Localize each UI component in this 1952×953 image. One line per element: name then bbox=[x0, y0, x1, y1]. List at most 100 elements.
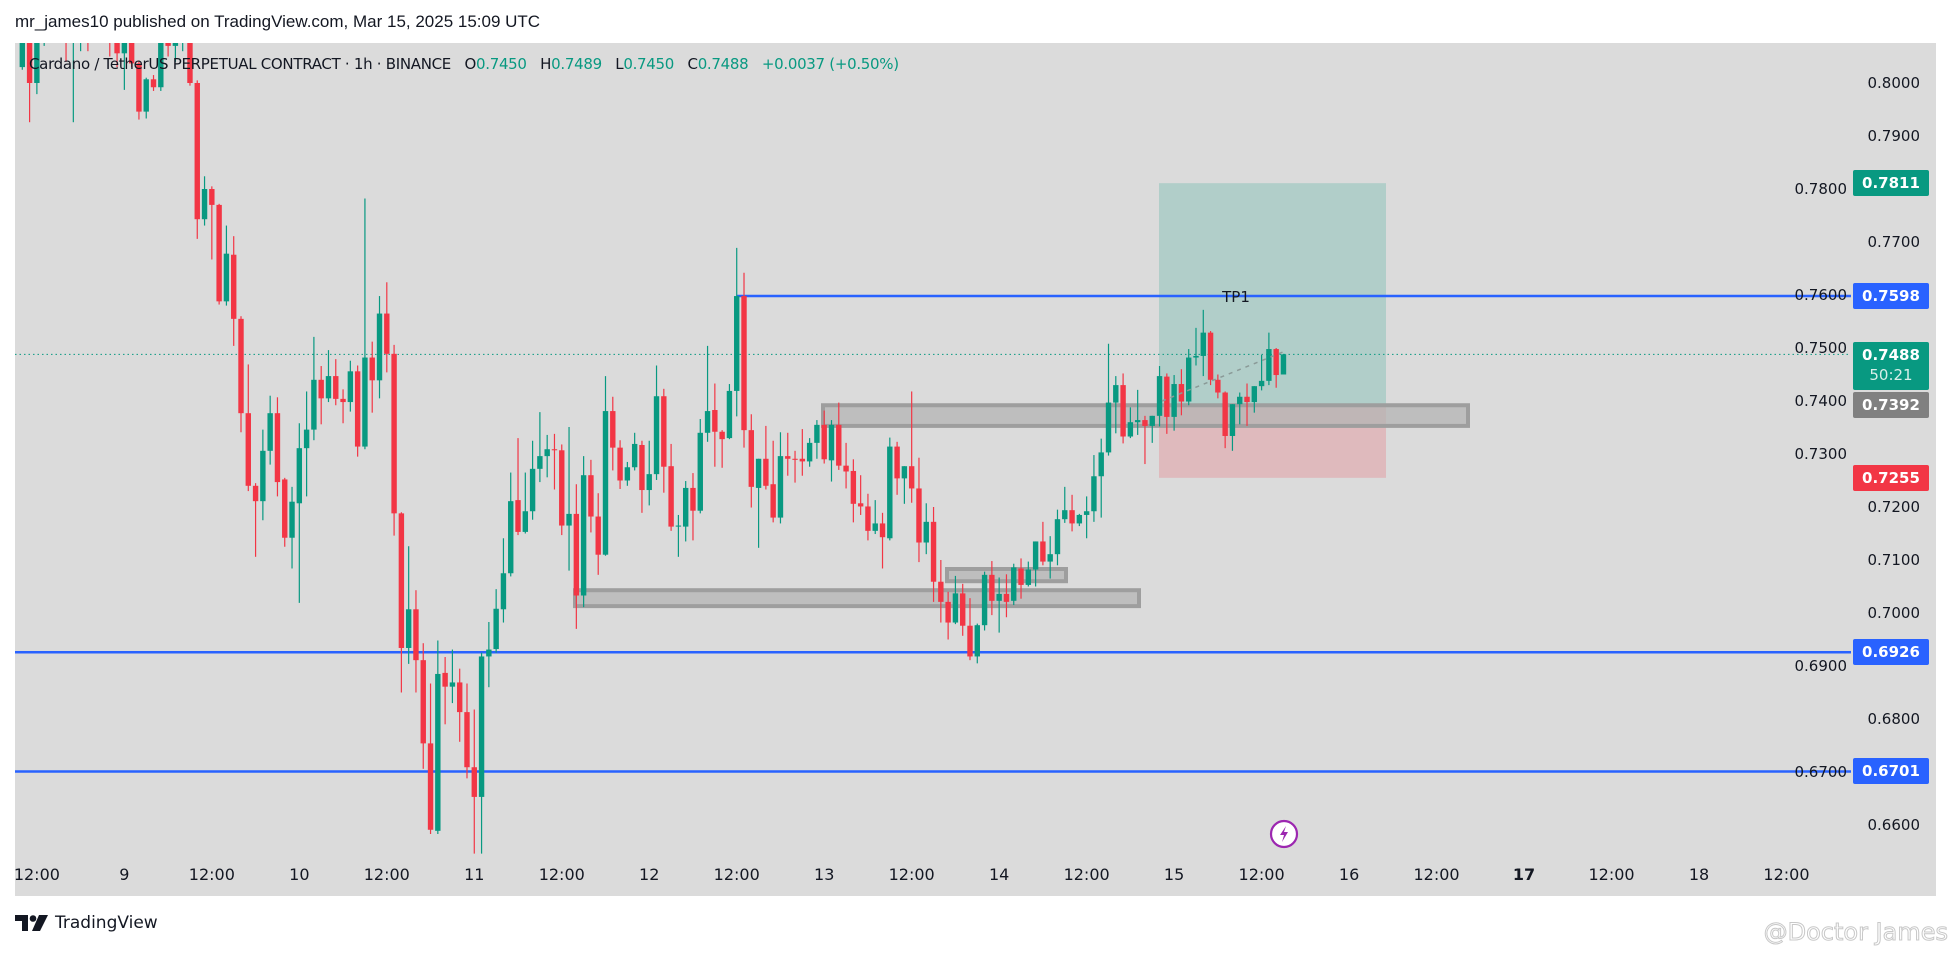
tradingview-logo[interactable]: TradingView bbox=[15, 913, 158, 933]
candle-down bbox=[850, 470, 857, 504]
candle-down bbox=[989, 574, 995, 601]
candle-up bbox=[697, 432, 703, 511]
candle-down bbox=[413, 609, 419, 661]
candle-down bbox=[420, 660, 426, 744]
candle-up bbox=[734, 296, 740, 391]
price-label[interactable]: 0.7811 bbox=[1853, 170, 1929, 197]
candle-down bbox=[748, 430, 754, 487]
candle-up bbox=[974, 625, 980, 657]
candle-up bbox=[1200, 332, 1206, 356]
candle-down bbox=[1069, 510, 1075, 524]
candle-down bbox=[894, 446, 900, 479]
price-tick: 0.7200 bbox=[1867, 498, 1921, 516]
high-value: 0.7489 bbox=[551, 55, 602, 73]
lightning-alert-icon[interactable] bbox=[1269, 819, 1299, 849]
candle-up bbox=[1083, 511, 1090, 515]
price-label[interactable]: 0.6926 bbox=[1853, 639, 1929, 666]
candlestick-plot[interactable] bbox=[15, 43, 1936, 896]
candle-down bbox=[354, 371, 361, 447]
candle-down bbox=[741, 296, 747, 431]
candle-down bbox=[1164, 376, 1170, 417]
candle-down bbox=[150, 79, 157, 88]
candle-down bbox=[1003, 593, 1010, 602]
time-tick: 14 bbox=[988, 865, 1010, 884]
candle-up bbox=[653, 396, 660, 475]
candle-up bbox=[500, 573, 507, 610]
candle-up bbox=[172, 43, 179, 46]
candle-down bbox=[967, 625, 973, 657]
change-value: +0.0037 (+0.50%) bbox=[761, 55, 899, 73]
current-price-label[interactable]: 0.7488 50:21 bbox=[1853, 342, 1929, 391]
candle-up bbox=[1091, 476, 1097, 512]
candle-down bbox=[282, 479, 288, 538]
symbol-name[interactable]: Cardano / TetherUS PERPETUAL CONTRACT · … bbox=[29, 55, 451, 73]
candle-down bbox=[668, 466, 674, 527]
time-tick: 12:00 bbox=[1763, 865, 1810, 884]
price-label[interactable]: 0.7392 bbox=[1853, 392, 1929, 419]
candle-up bbox=[1266, 349, 1272, 381]
candle-up bbox=[478, 656, 485, 797]
tp1-label[interactable]: TP1 bbox=[1222, 288, 1250, 306]
time-tick: 11 bbox=[464, 865, 485, 884]
candle-up bbox=[952, 593, 959, 623]
candle-down bbox=[333, 376, 339, 399]
candle-down bbox=[792, 458, 798, 460]
time-tick: 12:00 bbox=[538, 865, 585, 884]
candle-up bbox=[726, 390, 733, 439]
candle-down bbox=[442, 672, 448, 687]
zone-rectangle bbox=[573, 588, 1141, 609]
candle-down bbox=[639, 444, 645, 491]
candle-up bbox=[121, 43, 128, 54]
candle-up bbox=[1229, 404, 1236, 436]
time-tick: 15 bbox=[1163, 865, 1185, 884]
candle-up bbox=[1134, 420, 1141, 423]
candle-up bbox=[537, 456, 543, 469]
candle-down bbox=[916, 488, 922, 543]
candle-up bbox=[1149, 415, 1155, 426]
candle-up bbox=[143, 79, 149, 112]
high-label: H bbox=[540, 55, 552, 73]
candle-down bbox=[457, 682, 463, 713]
candle-up bbox=[1156, 376, 1163, 416]
candle-down bbox=[763, 458, 769, 486]
candle-up bbox=[1280, 354, 1287, 375]
candle-down bbox=[938, 581, 944, 602]
candle-up bbox=[347, 371, 354, 403]
candle-up bbox=[1076, 514, 1083, 524]
close-label: C bbox=[687, 55, 698, 73]
candle-down bbox=[879, 523, 886, 538]
candle-down bbox=[785, 456, 791, 459]
time-tick: 18 bbox=[1688, 865, 1710, 884]
candle-up bbox=[1237, 396, 1243, 405]
position-dashed-line bbox=[1161, 351, 1284, 402]
candle-up bbox=[1098, 452, 1104, 477]
candle-up bbox=[646, 474, 652, 491]
candle-up bbox=[325, 376, 332, 399]
candle-up bbox=[449, 682, 456, 687]
price-tick: 0.6700 bbox=[1794, 763, 1848, 781]
candle-down bbox=[252, 485, 259, 502]
chart-pane[interactable]: Cardano / TetherUS PERPETUAL CONTRACT · … bbox=[15, 43, 1936, 896]
candle-up bbox=[996, 593, 1002, 601]
open-label: O bbox=[464, 55, 476, 73]
candle-down bbox=[712, 410, 718, 432]
candle-down bbox=[690, 487, 696, 511]
candle-up bbox=[1113, 385, 1119, 403]
candle-down bbox=[128, 43, 135, 64]
candle-up bbox=[580, 475, 587, 596]
price-label[interactable]: 0.7598 bbox=[1853, 283, 1929, 310]
candle-up bbox=[814, 424, 820, 443]
time-tick: 12:00 bbox=[15, 865, 60, 884]
price-tick: 0.7400 bbox=[1794, 392, 1848, 410]
price-label[interactable]: 0.7255 bbox=[1853, 464, 1929, 491]
candle-up bbox=[806, 442, 813, 462]
price-label[interactable]: 0.6701 bbox=[1853, 758, 1929, 785]
publish-info: mr_james10 published on TradingView.com,… bbox=[15, 12, 541, 31]
candle-down bbox=[245, 413, 251, 486]
candle-down bbox=[231, 254, 237, 319]
candle-down bbox=[114, 43, 120, 54]
candle-down bbox=[821, 424, 827, 460]
price-tick: 0.7600 bbox=[1794, 286, 1848, 304]
candle-down bbox=[617, 447, 623, 481]
candle-down bbox=[1040, 541, 1046, 562]
